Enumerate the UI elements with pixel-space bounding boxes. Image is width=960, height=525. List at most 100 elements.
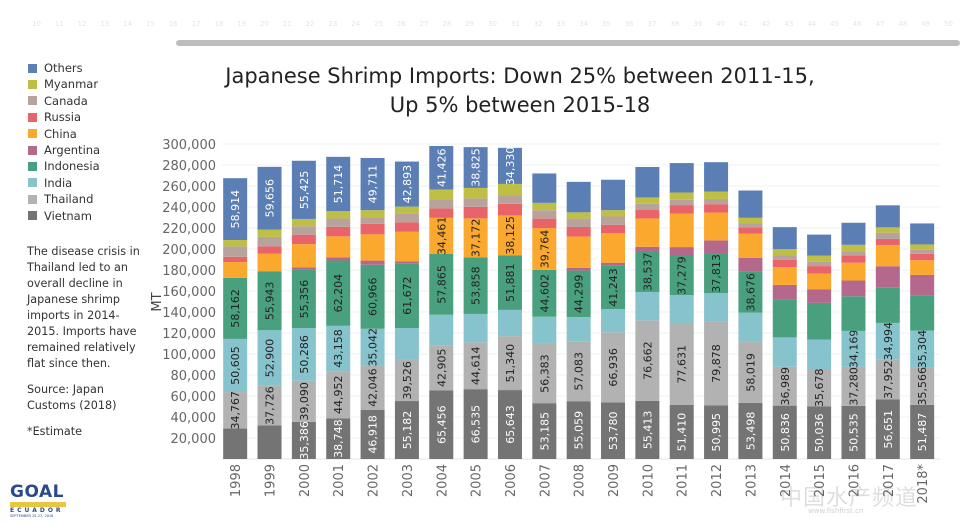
bar-segment-others <box>635 166 660 198</box>
bar-segment-myanmar <box>669 192 694 200</box>
bar-segment-india <box>532 316 557 344</box>
ruler-number: 14 <box>123 20 133 28</box>
bar-segment-russia <box>394 222 419 232</box>
bar-segment-indonesia <box>704 253 729 294</box>
x-tick-label: 2015 <box>813 464 828 497</box>
legend-swatch <box>28 194 37 204</box>
bar-segment-thailand <box>566 341 591 402</box>
x-tick-label: 2007 <box>538 464 553 497</box>
bar-segment-china <box>601 233 626 263</box>
bar-segment-argentina <box>841 280 866 297</box>
data-label: 51,340 <box>504 344 517 383</box>
bar-segment-myanmar <box>772 249 797 256</box>
bar-segment-canada <box>257 236 282 247</box>
bar-segment-india <box>223 338 248 393</box>
bar-segment-argentina <box>326 257 351 261</box>
y-tick-label: 120,000 <box>162 327 216 342</box>
legend-item-china: China <box>28 126 100 142</box>
y-tick-label: 100,000 <box>162 348 216 363</box>
bar-segment-vietnam <box>841 405 866 459</box>
legend-swatch <box>28 211 37 221</box>
bar-segment-india <box>257 330 282 386</box>
bar-segment-thailand <box>360 365 385 410</box>
data-label: 42,905 <box>435 348 448 387</box>
bar-segment-argentina <box>601 262 626 266</box>
data-label: 44,614 <box>470 346 483 385</box>
bar-segment-others <box>601 179 626 211</box>
data-label: 34,767 <box>229 391 242 430</box>
legend-label: India <box>44 175 73 190</box>
data-label: 38,537 <box>641 252 654 291</box>
legend-swatch <box>28 63 37 73</box>
bar-segment-others <box>738 190 763 218</box>
bar-segment-china <box>326 236 351 258</box>
bar-segment-china <box>635 218 660 247</box>
legend-item-vietnam: Vietnam <box>28 208 100 224</box>
watermark-url: www.fishfirst.cn <box>808 507 864 515</box>
bar-segment-thailand <box>738 341 763 403</box>
bar-segment-canada <box>704 198 729 205</box>
bar-segment-argentina <box>772 284 797 300</box>
x-tick-label: 2004 <box>435 464 450 497</box>
bar-segment-canada <box>394 213 419 223</box>
legend-label: Myanmar <box>44 77 99 92</box>
bar-segment-china <box>257 253 282 272</box>
y-axis-label: MT <box>150 292 165 311</box>
bar-segment-canada <box>601 216 626 225</box>
y-tick-label: 60,000 <box>171 390 217 405</box>
bar-segment-argentina <box>360 260 385 265</box>
legend-swatch <box>28 129 37 139</box>
data-label: 46,918 <box>367 415 380 454</box>
bar-segment-china <box>875 245 900 267</box>
bar-segment-indonesia <box>360 264 385 329</box>
bar-segment-russia <box>291 234 316 245</box>
bar-segment-thailand <box>497 336 522 391</box>
ruler-number: 21 <box>282 20 292 28</box>
bar-segment-myanmar <box>326 211 351 219</box>
data-label: 35,566 <box>916 367 929 406</box>
ruler-number: 23 <box>328 20 338 28</box>
bar-segment-russia <box>463 206 488 219</box>
bar-segment-russia <box>326 226 351 237</box>
ruler-number: 42 <box>761 20 771 28</box>
bar-segment-canada <box>566 218 591 228</box>
x-tick-label: 2002 <box>367 464 382 497</box>
bar-segment-thailand <box>635 320 660 401</box>
bar-segment-canada <box>772 255 797 260</box>
bar-segment-indonesia <box>669 256 694 296</box>
horizontal-scrollbar[interactable] <box>176 40 960 46</box>
ruler-number: 43 <box>784 20 794 28</box>
bar-segment-others <box>394 161 419 207</box>
bar-segment-russia <box>910 253 935 261</box>
data-label: 55,182 <box>401 411 414 450</box>
x-tick-label: 2000 <box>298 464 313 497</box>
data-label: 43,158 <box>332 329 345 368</box>
ruler-number: 15 <box>146 20 155 28</box>
bar-segment-china <box>223 262 248 278</box>
bar-segment-myanmar <box>497 183 522 196</box>
bar-segment-vietnam <box>772 405 797 459</box>
data-label: 37,172 <box>470 219 483 258</box>
y-tick-label: 240,000 <box>162 201 216 216</box>
bar-segment-india <box>635 291 660 321</box>
data-label: 50,605 <box>229 346 242 385</box>
data-label: 38,748 <box>332 419 345 458</box>
bar-segment-china <box>360 234 385 261</box>
side-note: The disease crisis in Thailand led to an… <box>27 244 142 450</box>
bar-segment-india <box>429 314 454 346</box>
ruler-number: 12 <box>77 20 87 28</box>
bar-segment-vietnam <box>394 401 419 459</box>
bar-segment-india <box>807 339 832 370</box>
data-label: 44,299 <box>573 275 586 314</box>
legend-swatch <box>28 96 37 106</box>
bar-segment-vietnam <box>807 406 832 459</box>
bar-segment-myanmar <box>841 244 866 252</box>
bar-segment-india <box>601 309 626 333</box>
logo-main-text: GOAL <box>10 482 64 502</box>
bar-segment-india <box>738 312 763 342</box>
bar-segment-thailand <box>463 342 488 390</box>
bar-segment-myanmar <box>291 218 316 227</box>
bar-segment-vietnam <box>326 418 351 459</box>
bar-segment-myanmar <box>875 227 900 233</box>
